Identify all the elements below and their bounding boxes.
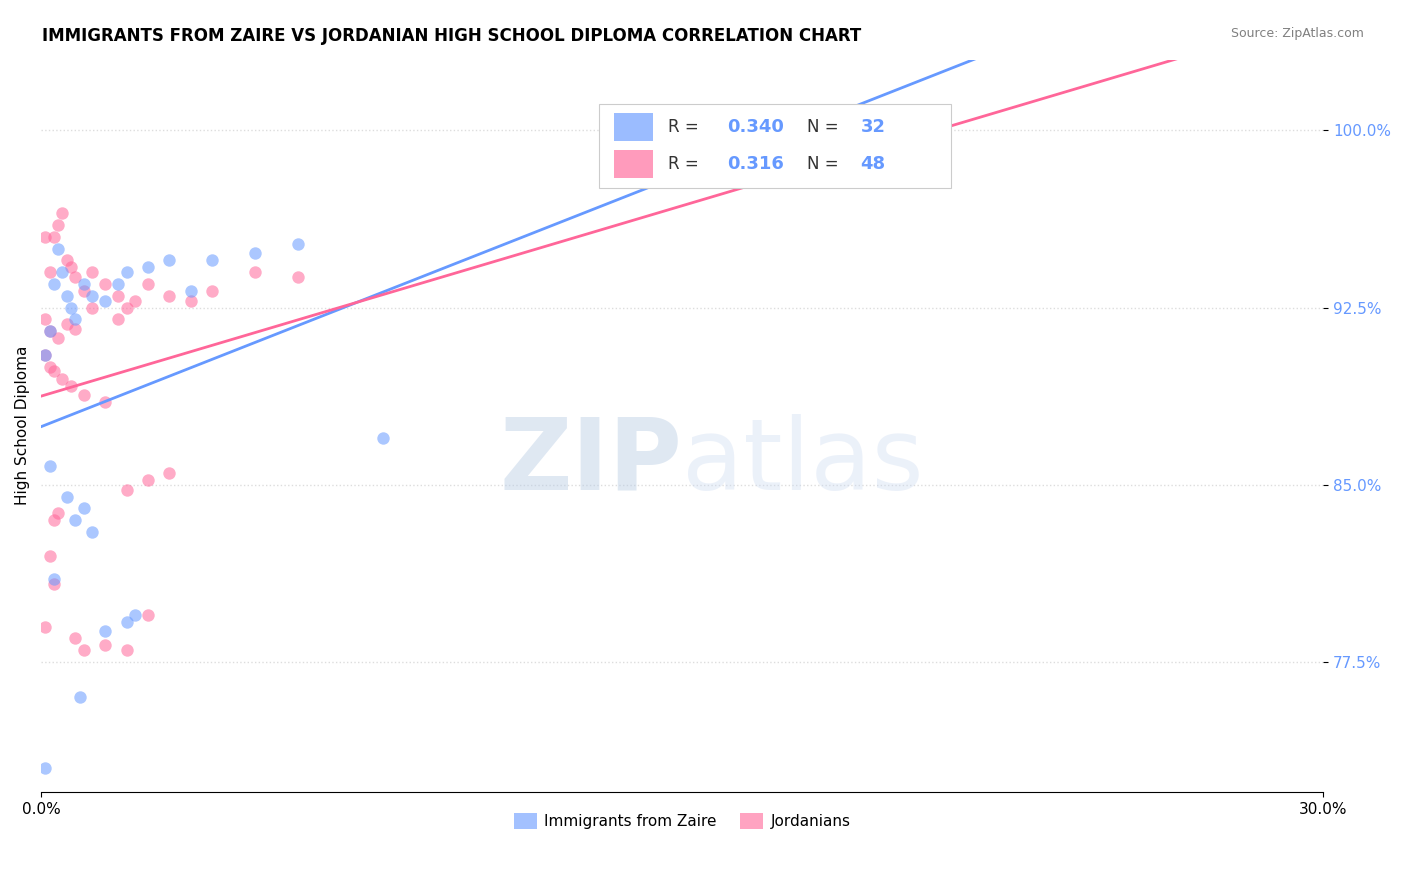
Point	[38, 458, 60, 473]
Point	[82, 289, 104, 303]
Text: atlas: atlas	[682, 414, 924, 511]
Point	[94, 395, 117, 409]
Point	[107, 312, 129, 326]
Point	[55, 289, 77, 303]
Text: 0.340: 0.340	[727, 118, 785, 136]
Point	[180, 293, 202, 308]
Point	[38, 324, 60, 338]
Point	[55, 317, 77, 331]
Point	[115, 615, 138, 629]
Y-axis label: High School Diploma: High School Diploma	[15, 346, 30, 506]
Text: R =: R =	[668, 118, 704, 136]
Text: 48: 48	[860, 155, 886, 173]
Text: ZIP: ZIP	[499, 414, 682, 511]
Point	[243, 246, 266, 260]
Point	[34, 348, 56, 362]
FancyBboxPatch shape	[599, 103, 952, 187]
Text: 32: 32	[860, 118, 886, 136]
Point	[60, 301, 83, 315]
Point	[65, 632, 87, 646]
Point	[51, 206, 73, 220]
Point	[60, 378, 83, 392]
Point	[94, 624, 117, 639]
Point	[42, 229, 65, 244]
Point	[287, 269, 309, 284]
Point	[65, 513, 87, 527]
Point	[115, 483, 138, 497]
Point	[73, 643, 96, 657]
Legend: Immigrants from Zaire, Jordanians: Immigrants from Zaire, Jordanians	[508, 807, 856, 836]
Point	[799, 136, 821, 150]
Point	[287, 236, 309, 251]
Point	[51, 265, 73, 279]
Point	[34, 619, 56, 633]
Point	[124, 293, 146, 308]
Point	[34, 312, 56, 326]
Text: N =: N =	[807, 118, 844, 136]
Point	[124, 607, 146, 622]
Point	[82, 301, 104, 315]
Point	[94, 293, 117, 308]
Point	[42, 513, 65, 527]
Point	[46, 242, 69, 256]
FancyBboxPatch shape	[614, 113, 652, 141]
Point	[60, 260, 83, 275]
Point	[46, 506, 69, 520]
Point	[73, 501, 96, 516]
Text: IMMIGRANTS FROM ZAIRE VS JORDANIAN HIGH SCHOOL DIPLOMA CORRELATION CHART: IMMIGRANTS FROM ZAIRE VS JORDANIAN HIGH …	[42, 27, 862, 45]
Point	[115, 265, 138, 279]
Point	[82, 525, 104, 540]
Point	[42, 364, 65, 378]
Point	[46, 218, 69, 232]
Point	[136, 607, 159, 622]
Text: 0.316: 0.316	[727, 155, 785, 173]
Point	[157, 466, 180, 480]
Point	[38, 324, 60, 338]
Point	[34, 348, 56, 362]
Point	[69, 690, 91, 705]
Point	[34, 229, 56, 244]
Point	[55, 490, 77, 504]
Point	[65, 322, 87, 336]
Point	[73, 277, 96, 291]
Point	[157, 253, 180, 268]
Point	[136, 473, 159, 487]
Point	[107, 289, 129, 303]
Point	[65, 312, 87, 326]
Point	[201, 284, 224, 298]
FancyBboxPatch shape	[614, 150, 652, 178]
Point	[136, 277, 159, 291]
Point	[157, 289, 180, 303]
Text: Source: ZipAtlas.com: Source: ZipAtlas.com	[1230, 27, 1364, 40]
Point	[201, 253, 224, 268]
Point	[73, 284, 96, 298]
Point	[38, 359, 60, 374]
Text: R =: R =	[668, 155, 704, 173]
Text: N =: N =	[807, 155, 844, 173]
Point	[38, 549, 60, 563]
Point	[136, 260, 159, 275]
Point	[243, 265, 266, 279]
Point	[42, 277, 65, 291]
Point	[65, 269, 87, 284]
Point	[42, 572, 65, 586]
Point	[115, 643, 138, 657]
Point	[371, 431, 394, 445]
Point	[107, 277, 129, 291]
Point	[38, 265, 60, 279]
Point	[34, 761, 56, 775]
Point	[51, 371, 73, 385]
Point	[46, 331, 69, 345]
Point	[180, 284, 202, 298]
Point	[884, 123, 907, 137]
Point	[42, 577, 65, 591]
Point	[115, 301, 138, 315]
Point	[94, 639, 117, 653]
Point	[94, 277, 117, 291]
Point	[82, 265, 104, 279]
Point	[73, 388, 96, 402]
Point	[55, 253, 77, 268]
